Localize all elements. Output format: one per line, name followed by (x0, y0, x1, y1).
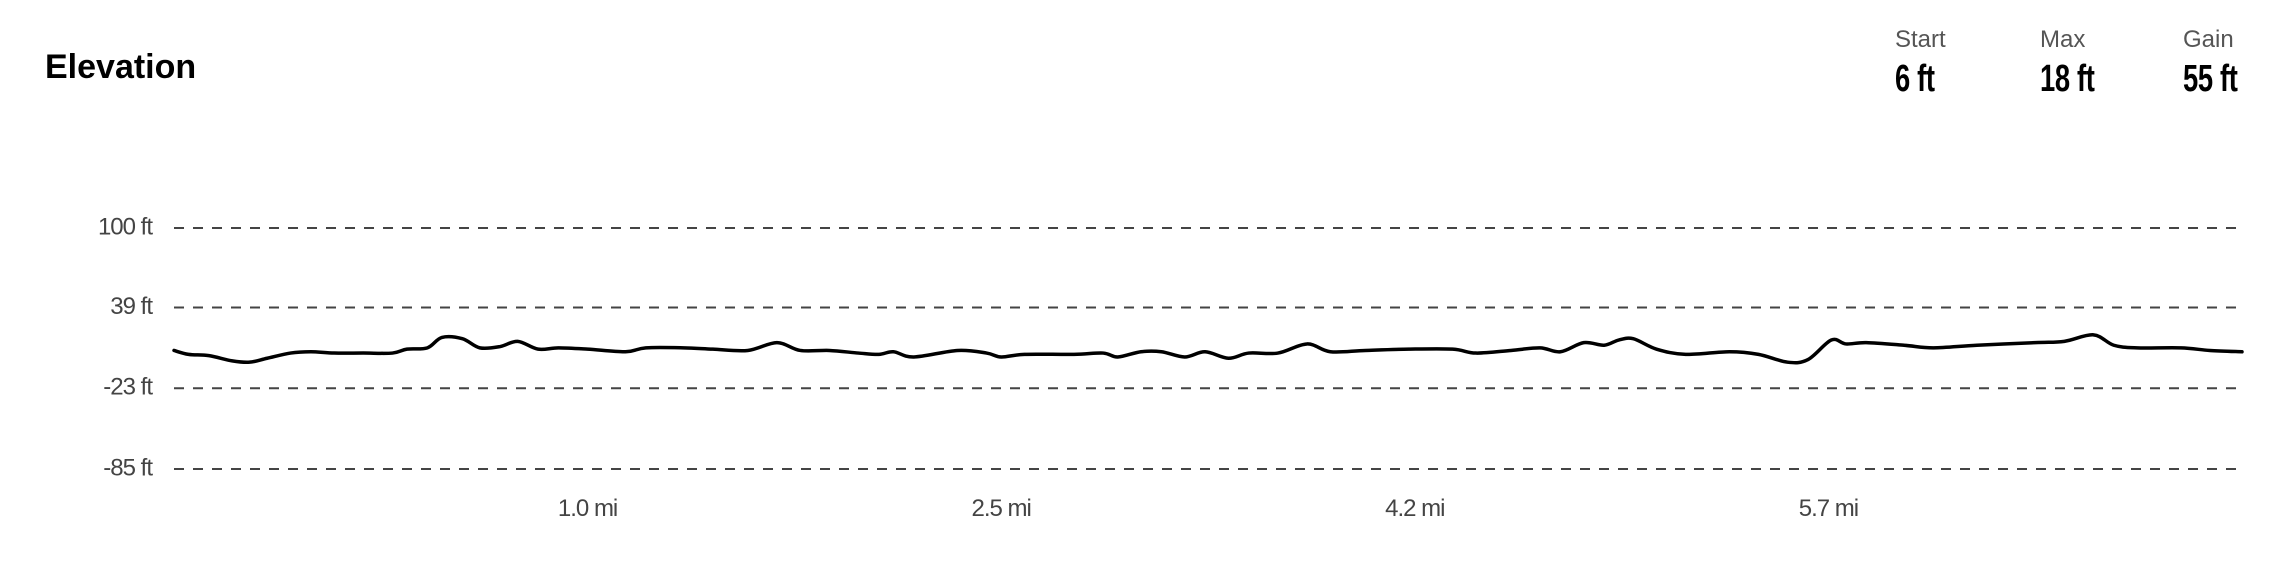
x-tick-label: 1.0 mi (558, 495, 617, 522)
stat-start-label: Start (1895, 26, 1946, 53)
x-tick-label: 2.5 mi (972, 495, 1031, 522)
y-tick-label: 39 ft (110, 293, 153, 320)
y-tick-label: -85 ft (103, 454, 153, 481)
elevation-line (172, 333, 2244, 365)
stat-start: Start 6 ft (1895, 26, 1950, 101)
stat-max-label: Max (2040, 26, 2086, 53)
x-tick-label: 4.2 mi (1385, 495, 1444, 522)
stat-start-value: 6 ft (1895, 58, 1935, 100)
chart-title: Elevation (45, 48, 197, 86)
stat-max-value: 18 ft (2040, 58, 2095, 100)
stat-gain-value: 55 ft (2183, 58, 2238, 100)
stat-gain-label: Gain (2183, 26, 2234, 53)
stat-max: Max 18 ft (2040, 26, 2116, 101)
y-tick-label: 100 ft (98, 213, 153, 240)
x-tick-label: 5.7 mi (1799, 495, 1858, 522)
stat-gain: Gain 55 ft (2183, 26, 2259, 101)
y-tick-label: -23 ft (103, 374, 153, 401)
